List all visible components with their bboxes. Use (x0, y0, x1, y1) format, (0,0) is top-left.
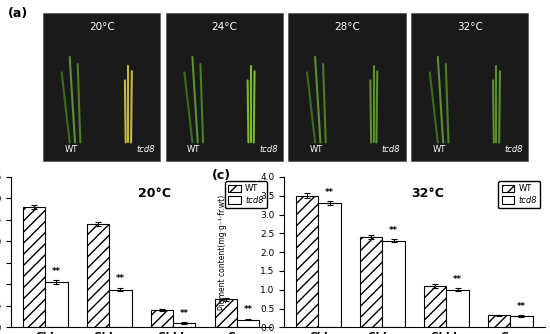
Bar (447, 290, 469, 327)
Text: **: ** (517, 302, 526, 311)
Bar (87, 224, 109, 327)
Text: tcd8: tcd8 (382, 145, 400, 154)
Bar (288, 13, 406, 161)
Bar (318, 203, 341, 327)
Text: 20°C: 20°C (89, 22, 114, 32)
Y-axis label: Pigment content(mg·g⁻¹·fr.wt): Pigment content(mg·g⁻¹·fr.wt) (218, 194, 227, 310)
Text: 20°C: 20°C (138, 187, 170, 200)
Bar (45, 282, 68, 327)
Bar (424, 286, 447, 327)
Bar (296, 196, 318, 327)
Text: **: ** (180, 309, 189, 318)
Bar (510, 316, 532, 327)
Text: **: ** (244, 305, 252, 314)
Text: tcd8: tcd8 (259, 145, 278, 154)
Bar (411, 13, 529, 161)
Bar (23, 207, 45, 327)
Text: **: ** (453, 275, 462, 284)
Bar (488, 315, 510, 327)
Text: 24°C: 24°C (211, 22, 238, 32)
Text: WT: WT (64, 145, 78, 154)
Bar (109, 290, 131, 327)
Text: WT: WT (187, 145, 200, 154)
Text: WT: WT (432, 145, 446, 154)
Text: **: ** (325, 188, 334, 197)
Text: (c): (c) (211, 169, 230, 182)
Text: **: ** (389, 226, 398, 235)
Text: (a): (a) (8, 7, 29, 20)
Text: **: ** (52, 267, 61, 276)
Legend: WT, tcd8: WT, tcd8 (225, 181, 267, 208)
Text: tcd8: tcd8 (136, 145, 155, 154)
Bar (43, 13, 161, 161)
Bar (214, 299, 237, 327)
Text: tcd8: tcd8 (504, 145, 523, 154)
Bar (237, 320, 260, 327)
Text: **: ** (116, 274, 125, 283)
Bar (173, 323, 195, 327)
Text: 32°C: 32°C (457, 22, 483, 32)
Legend: WT, tcd8: WT, tcd8 (498, 181, 540, 208)
Bar (166, 13, 283, 161)
Bar (151, 310, 173, 327)
Text: 32°C: 32°C (411, 187, 444, 200)
Bar (382, 241, 405, 327)
Bar (360, 237, 382, 327)
Text: 28°C: 28°C (334, 22, 360, 32)
Text: WT: WT (310, 145, 323, 154)
